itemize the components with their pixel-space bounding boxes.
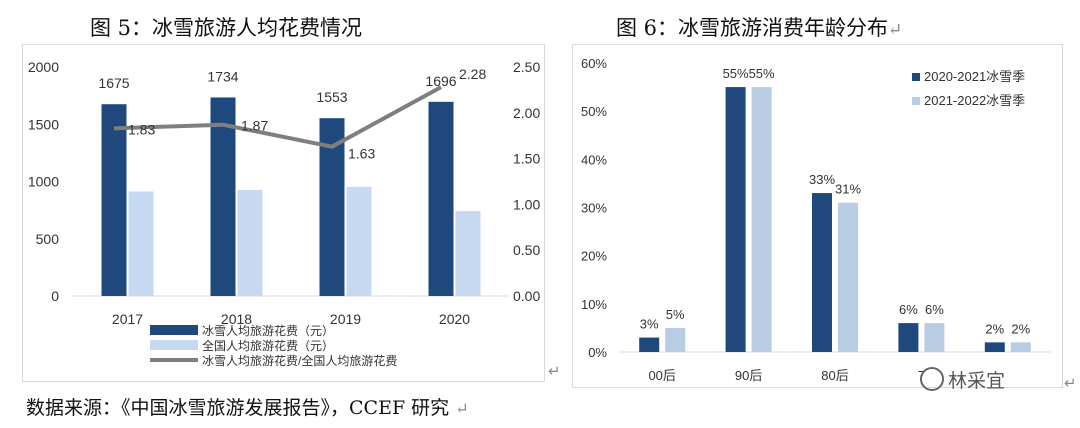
source-note: 数据来源：《中国冰雪旅游发展报告》，CCEF 研究 ↵ <box>26 393 469 420</box>
data-label: 6% <box>925 302 944 317</box>
y2-tick-label: 2.50 <box>513 59 540 75</box>
return-mark: ↵ <box>888 20 903 40</box>
x-tick-label: 90后 <box>735 368 762 383</box>
legend-swatch <box>912 73 920 81</box>
figure-6-title-text: 图 6：冰雪旅游消费年龄分布 <box>616 16 889 40</box>
data-label: 55% <box>723 66 749 81</box>
bar <box>455 211 481 296</box>
source-note-text: 数据来源：《中国冰雪旅游发展报告》，CCEF 研究 <box>26 397 450 419</box>
legend-swatch <box>150 325 198 335</box>
bar <box>838 202 858 352</box>
bar <box>812 193 832 352</box>
x-tick-label: 00后 <box>648 368 675 383</box>
y-tick-label: 500 <box>36 231 60 247</box>
data-label: 33% <box>809 172 835 187</box>
figure-6-title: 图 6：冰雪旅游消费年龄分布↵ <box>616 12 902 42</box>
y-tick-label: 50% <box>581 104 607 119</box>
y2-tick-label: 1.50 <box>513 151 540 167</box>
y2-tick-label: 1.00 <box>513 196 540 212</box>
bar <box>725 87 746 353</box>
bar <box>428 101 454 296</box>
wechat-icon <box>920 367 944 391</box>
x-tick-label: 2020 <box>439 311 470 327</box>
y-tick-label: 20% <box>581 249 607 264</box>
figure-5-title: 图 5：冰雪旅游人均花费情况 <box>90 16 363 40</box>
x-tick-label: 2019 <box>330 311 361 327</box>
watermark-text: 林采宜 <box>948 370 1006 392</box>
data-label: 2% <box>985 321 1004 336</box>
series-line <box>113 85 442 149</box>
y-tick-label: 40% <box>581 152 607 167</box>
bar <box>924 323 945 352</box>
data-label: 1696 <box>425 73 456 89</box>
legend-label: 2021-2022冰雪季 <box>924 93 1025 108</box>
data-label: 55% <box>749 66 775 81</box>
y-tick-label: 10% <box>581 297 607 312</box>
bar <box>984 342 1005 352</box>
return-mark: ↵ <box>1064 374 1077 392</box>
data-label: 1553 <box>316 89 347 105</box>
data-label: 1.63 <box>348 146 375 162</box>
data-label: 5% <box>666 307 685 322</box>
y-tick-label: 30% <box>581 201 607 216</box>
data-label: 6% <box>899 302 918 317</box>
bar <box>665 327 686 352</box>
y2-tick-label: 0.50 <box>513 242 540 258</box>
bar <box>1010 342 1031 352</box>
data-label: 31% <box>835 182 861 197</box>
data-label: 1.83 <box>128 121 155 137</box>
y-tick-label: 1000 <box>28 174 59 190</box>
y2-tick-label: 2.00 <box>513 105 540 121</box>
legend-label: 冰雪人均旅游花费/全国人均旅游花费 <box>202 353 397 368</box>
legend-label: 2020-2021冰雪季 <box>924 69 1025 84</box>
bar <box>128 191 154 296</box>
chart-6-svg: 0% 10% 20% 30% 40% 50% 60% 3% 5% 00后 55% 55% 90后 33%3… <box>581 56 1051 383</box>
data-label: 1675 <box>98 75 129 91</box>
legend-label: 全国人均旅游花费（元） <box>202 338 334 353</box>
x-tick-label: 2018 <box>221 311 252 327</box>
y2-tick-label: 0.00 <box>513 288 540 304</box>
bar <box>346 186 372 296</box>
y-tick-label: 0% <box>588 345 607 360</box>
legend-swatch <box>150 340 198 350</box>
y-tick-label: 0 <box>51 288 59 304</box>
bar <box>898 323 919 352</box>
bar <box>237 189 263 296</box>
data-label: 2% <box>1011 321 1030 336</box>
return-mark: ↵ <box>455 399 469 418</box>
y-tick-label: 1500 <box>28 116 59 132</box>
chart-5-svg: 0 500 1000 1500 2000 0.00 0.50 1.00 1.50 2.00 2.50… <box>28 59 541 368</box>
legend-label: 冰雪人均旅游花费（元） <box>202 323 334 338</box>
watermark: 林采宜 <box>920 366 1005 393</box>
x-tick-label: 80后 <box>821 368 848 383</box>
y-tick-label: 60% <box>581 56 607 71</box>
x-tick-label: 2017 <box>112 311 143 327</box>
y-tick-label: 2000 <box>28 59 59 75</box>
figure-6-chart: 0% 10% 20% 30% 40% 50% 60% 3% 5% 00后 55% 55% 90后 33% 3… <box>572 44 1063 388</box>
data-label: 1734 <box>207 68 238 84</box>
return-mark: ↵ <box>548 362 561 380</box>
bar <box>751 87 772 353</box>
figure-5-chart: 0 500 1000 1500 2000 0.00 0.50 1.00 1.50 2.00 2.50… <box>22 44 545 382</box>
data-label: 3% <box>640 317 659 332</box>
bar <box>210 97 236 296</box>
legend-swatch <box>912 97 920 105</box>
bar <box>639 337 660 352</box>
bar <box>101 104 127 297</box>
data-label: 1.87 <box>241 118 268 134</box>
data-label: 2.28 <box>459 66 486 82</box>
